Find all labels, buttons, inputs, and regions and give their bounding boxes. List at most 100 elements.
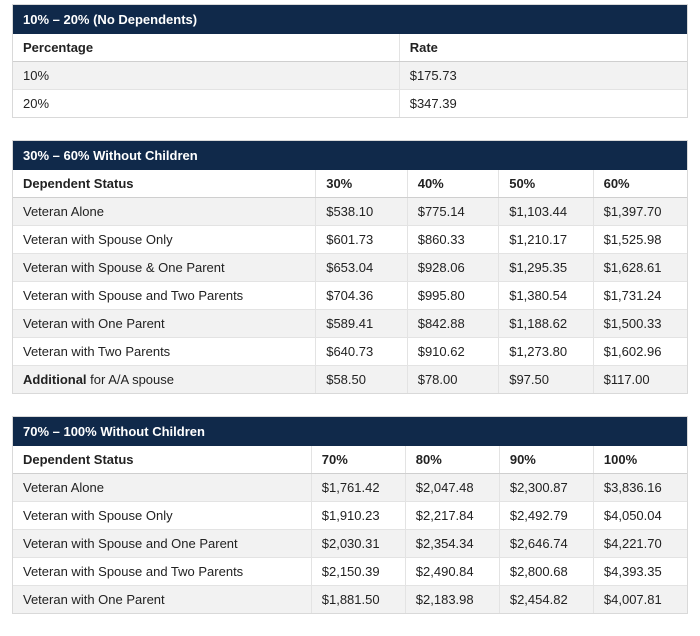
cell: $1,602.96	[593, 338, 687, 366]
table3-block: 70% – 100% Without Children Dependent St…	[12, 416, 688, 614]
cell: Veteran with One Parent	[13, 586, 311, 614]
cell: $78.00	[407, 366, 499, 394]
table1-title: 10% – 20% (No Dependents)	[13, 5, 687, 34]
additional-label: Additional for A/A spouse	[13, 366, 316, 394]
cell: $117.00	[593, 366, 687, 394]
table3: Dependent Status 70% 80% 90% 100% Vetera…	[13, 446, 687, 613]
table3-col-1: 70%	[311, 446, 405, 474]
table-row: Veteran with Spouse Only $1,910.23 $2,21…	[13, 502, 687, 530]
table-row-additional: Additional for A/A spouse $58.50 $78.00 …	[13, 366, 687, 394]
additional-bold: Additional	[23, 372, 87, 387]
cell: Veteran Alone	[13, 198, 316, 226]
table2-block: 30% – 60% Without Children Dependent Sta…	[12, 140, 688, 394]
cell: $910.62	[407, 338, 499, 366]
cell: $2,150.39	[311, 558, 405, 586]
table-row: Veteran with Spouse and One Parent $2,03…	[13, 530, 687, 558]
cell: $347.39	[399, 90, 687, 118]
table2-col-4: 60%	[593, 170, 687, 198]
cell: Veteran with Spouse and One Parent	[13, 530, 311, 558]
cell: $2,047.48	[405, 474, 499, 502]
cell: $1,210.17	[499, 226, 593, 254]
table-row: Veteran Alone $538.10 $775.14 $1,103.44 …	[13, 198, 687, 226]
table2-col-2: 40%	[407, 170, 499, 198]
cell: $601.73	[316, 226, 408, 254]
table-row: Veteran with Two Parents $640.73 $910.62…	[13, 338, 687, 366]
cell: $2,183.98	[405, 586, 499, 614]
cell: Veteran with Spouse & One Parent	[13, 254, 316, 282]
cell: $2,300.87	[499, 474, 593, 502]
cell: $4,221.70	[593, 530, 687, 558]
table-row: Veteran with Spouse and Two Parents $704…	[13, 282, 687, 310]
table1-col-1: Rate	[399, 34, 687, 62]
table2-col-3: 50%	[499, 170, 593, 198]
table-row: Veteran with Spouse and Two Parents $2,1…	[13, 558, 687, 586]
cell: $1,761.42	[311, 474, 405, 502]
cell: $775.14	[407, 198, 499, 226]
cell: $1,397.70	[593, 198, 687, 226]
table2-col-0: Dependent Status	[13, 170, 316, 198]
cell: $2,217.84	[405, 502, 499, 530]
cell: $1,188.62	[499, 310, 593, 338]
cell: Veteran with Spouse Only	[13, 502, 311, 530]
cell: $928.06	[407, 254, 499, 282]
cell: $58.50	[316, 366, 408, 394]
cell: $1,500.33	[593, 310, 687, 338]
cell: Veteran with Spouse and Two Parents	[13, 282, 316, 310]
cell: Veteran with Spouse Only	[13, 226, 316, 254]
table3-col-2: 80%	[405, 446, 499, 474]
page: 10% – 20% (No Dependents) Percentage Rat…	[0, 0, 700, 614]
cell: $1,273.80	[499, 338, 593, 366]
cell: $538.10	[316, 198, 408, 226]
table3-col-3: 90%	[499, 446, 593, 474]
cell: $2,354.34	[405, 530, 499, 558]
cell: $4,007.81	[593, 586, 687, 614]
cell: $653.04	[316, 254, 408, 282]
cell: 20%	[13, 90, 399, 118]
cell: $2,454.82	[499, 586, 593, 614]
cell: $4,393.35	[593, 558, 687, 586]
cell: $1,628.61	[593, 254, 687, 282]
table1: Percentage Rate 10% $175.73 20% $347.39	[13, 34, 687, 117]
table-row: 20% $347.39	[13, 90, 687, 118]
cell: $995.80	[407, 282, 499, 310]
cell: $2,800.68	[499, 558, 593, 586]
table2: Dependent Status 30% 40% 50% 60% Veteran…	[13, 170, 687, 393]
table1-block: 10% – 20% (No Dependents) Percentage Rat…	[12, 4, 688, 118]
table-row: Veteran with One Parent $1,881.50 $2,183…	[13, 586, 687, 614]
table-row: 10% $175.73	[13, 62, 687, 90]
cell: $1,380.54	[499, 282, 593, 310]
cell: $589.41	[316, 310, 408, 338]
table3-col-4: 100%	[593, 446, 687, 474]
table-row: Veteran with Spouse Only $601.73 $860.33…	[13, 226, 687, 254]
cell: $4,050.04	[593, 502, 687, 530]
cell: $2,646.74	[499, 530, 593, 558]
table1-col-0: Percentage	[13, 34, 399, 62]
cell: $1,525.98	[593, 226, 687, 254]
cell: Veteran with Two Parents	[13, 338, 316, 366]
cell: $2,030.31	[311, 530, 405, 558]
table-row: Veteran with One Parent $589.41 $842.88 …	[13, 310, 687, 338]
cell: $704.36	[316, 282, 408, 310]
table-row: Veteran with Spouse & One Parent $653.04…	[13, 254, 687, 282]
cell: $1,910.23	[311, 502, 405, 530]
cell: 10%	[13, 62, 399, 90]
table2-title: 30% – 60% Without Children	[13, 141, 687, 170]
additional-rest: for A/A spouse	[87, 372, 174, 387]
cell: $1,103.44	[499, 198, 593, 226]
cell: $1,731.24	[593, 282, 687, 310]
cell: $640.73	[316, 338, 408, 366]
cell: $2,490.84	[405, 558, 499, 586]
table3-col-0: Dependent Status	[13, 446, 311, 474]
cell: Veteran with One Parent	[13, 310, 316, 338]
cell: $842.88	[407, 310, 499, 338]
cell: $1,295.35	[499, 254, 593, 282]
cell: $97.50	[499, 366, 593, 394]
cell: Veteran with Spouse and Two Parents	[13, 558, 311, 586]
cell: $860.33	[407, 226, 499, 254]
cell: Veteran Alone	[13, 474, 311, 502]
cell: $3,836.16	[593, 474, 687, 502]
table2-col-1: 30%	[316, 170, 408, 198]
table-row: Veteran Alone $1,761.42 $2,047.48 $2,300…	[13, 474, 687, 502]
cell: $1,881.50	[311, 586, 405, 614]
cell: $175.73	[399, 62, 687, 90]
